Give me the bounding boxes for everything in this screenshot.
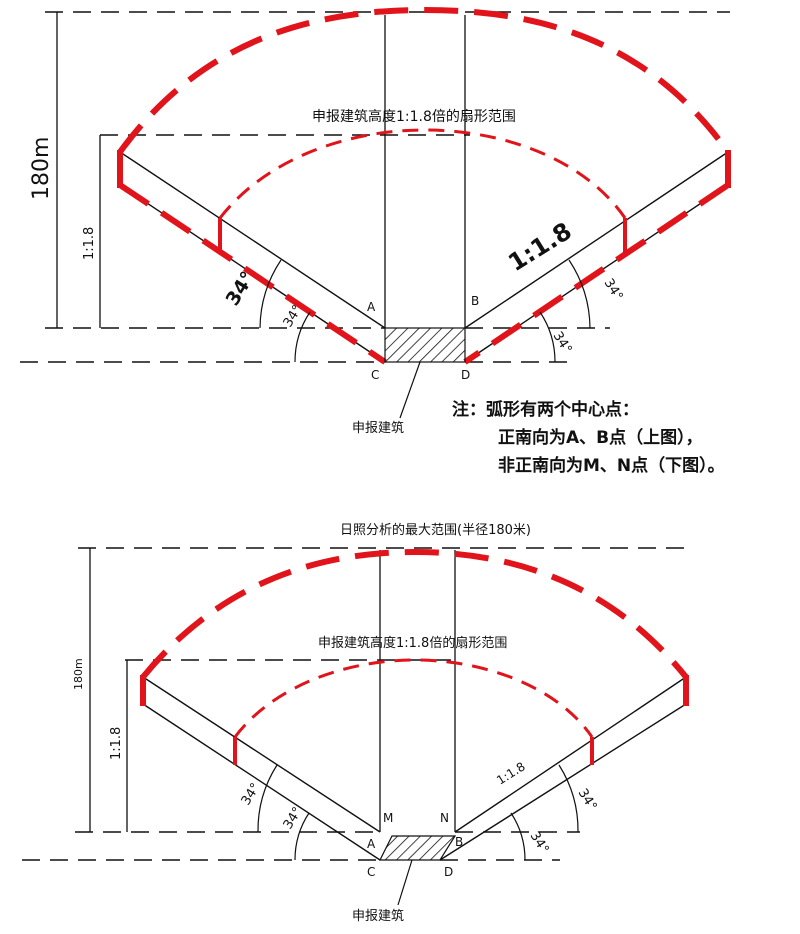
top-arm-left-outer	[119, 151, 386, 329]
top-angle-label-d: 34°	[550, 329, 575, 356]
top-ratio-right-label: 1:1.8	[503, 217, 576, 277]
top-point-c: C	[371, 368, 379, 382]
bottom-ratio-left-label: 1:1.8	[109, 727, 124, 760]
note-line-3: 非正南向为M、N点（下图）。	[498, 455, 725, 476]
bottom-diagram: 日照分析的最大范围(半径180米)	[22, 522, 690, 924]
bottom-outer-arc	[140, 548, 689, 679]
bottom-point-m: M	[383, 811, 393, 825]
note-line-1: 注：弧形有两个中心点：	[452, 399, 639, 420]
bottom-inner-arc	[233, 658, 594, 738]
bottom-building	[379, 835, 457, 861]
bottom-angle-arc-upper-right	[558, 764, 579, 833]
top-angle-arc-lower-left	[294, 311, 311, 363]
bottom-point-n: N	[440, 811, 449, 825]
note: 注：弧形有两个中心点： 正南向为A、B点（上图）， 非正南向为M、N点（下图）。	[452, 399, 725, 476]
top-red-left-edge	[118, 182, 387, 365]
bottom-building-label: 申报建筑	[352, 908, 404, 924]
top-fan-label: 申报建筑高度1:1.8倍的扇形范围	[312, 108, 516, 125]
bottom-arm-left-inner	[142, 703, 381, 861]
bottom-angle-arc-upper-left	[257, 764, 278, 833]
top-building-leader	[399, 361, 421, 419]
bottom-arm-left-outer	[142, 676, 381, 833]
bottom-ratio-right-label: 1:1.8	[494, 759, 528, 787]
top-angle-arc-upper-right	[568, 259, 591, 329]
bottom-point-a: A	[367, 837, 376, 851]
bottom-180m-label: 180m	[72, 658, 85, 690]
top-point-a: A	[367, 300, 376, 314]
bottom-point-b: B	[455, 835, 463, 849]
bottom-building-leader	[397, 859, 413, 906]
top-building	[384, 327, 466, 363]
bottom-angle-arc-lower-left	[294, 812, 310, 861]
bottom-angle-arc-lower-right	[510, 812, 526, 861]
note-line-2: 正南向为A、B点（上图），	[498, 427, 703, 448]
bottom-angle-label-a: 34°	[239, 781, 264, 808]
top-inner-arc	[218, 128, 627, 219]
bottom-arm-right-inner	[439, 703, 687, 861]
top-red-right-edge	[463, 182, 730, 365]
top-diagram: 申报建筑高度1:1.8倍的扇形范围 180m 1:1.8 1:1.8 34° 3…	[20, 6, 731, 436]
bottom-arm-right-outer	[454, 676, 687, 833]
bottom-fan-label: 申报建筑高度1:1.8倍的扇形范围	[318, 635, 507, 651]
top-180m-label: 180m	[29, 137, 54, 200]
top-point-d: D	[461, 368, 470, 382]
top-building-label: 申报建筑	[352, 420, 404, 436]
top-arm-right-outer	[464, 151, 729, 329]
top-outer-arc	[117, 6, 731, 154]
top-ratio-left-label: 1:1.8	[82, 227, 97, 260]
top-angle-arc-upper-left	[259, 259, 282, 329]
top-angle-arc-lower-right	[539, 311, 556, 363]
bottom-title: 日照分析的最大范围(半径180米)	[340, 522, 531, 538]
top-point-b: B	[471, 294, 479, 308]
bottom-point-c: C	[367, 865, 375, 879]
bottom-point-d: D	[444, 865, 453, 879]
bottom-angle-label-c: 34°	[575, 786, 600, 813]
bottom-angle-label-d: 34°	[527, 829, 552, 856]
top-angle-label-c: 34°	[601, 276, 626, 303]
